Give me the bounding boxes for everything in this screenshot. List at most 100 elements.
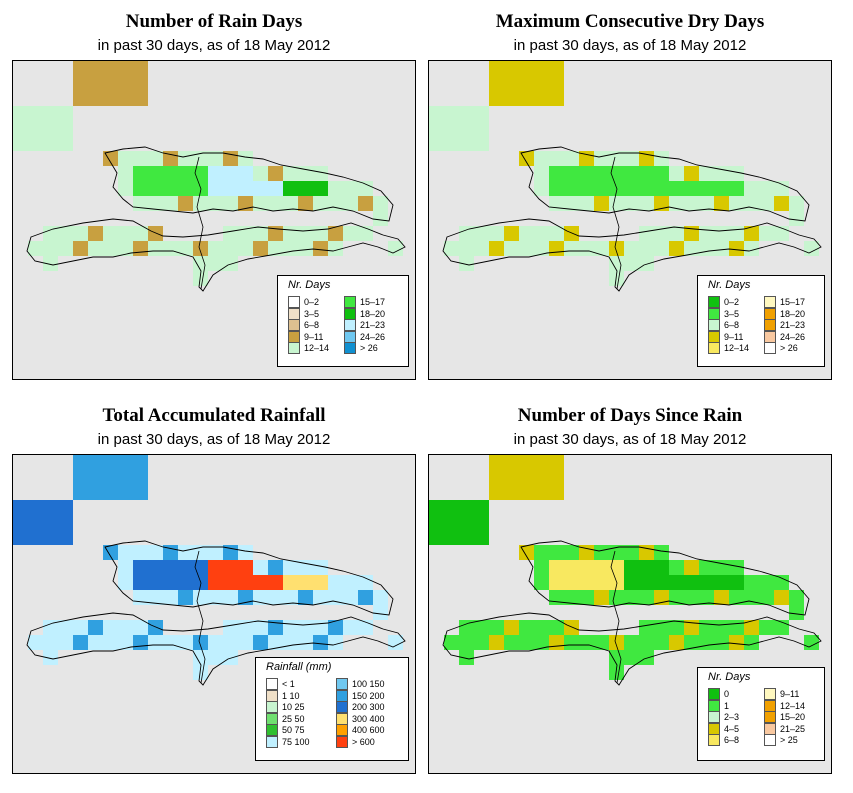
grid-cell bbox=[178, 166, 193, 181]
grid-cell bbox=[714, 575, 729, 590]
grid-cell bbox=[283, 560, 298, 575]
map-legend: Nr. Days 0–2 3–5 6–8 9–11 12–14 15–17 18–20 21–… bbox=[277, 275, 409, 367]
grid-cell bbox=[238, 545, 253, 560]
grid-cell bbox=[328, 635, 343, 650]
grid-cell bbox=[639, 650, 654, 665]
panel-title: Number of Rain Days bbox=[125, 11, 303, 32]
grid-cell bbox=[549, 196, 564, 211]
grid-cell bbox=[103, 620, 118, 635]
grid-cell bbox=[654, 635, 669, 650]
grid-cell bbox=[43, 226, 58, 241]
grid-cell bbox=[579, 181, 594, 196]
grid-cell bbox=[178, 545, 193, 560]
grid-cell bbox=[699, 620, 714, 635]
grid-cell bbox=[489, 91, 504, 106]
grid-cell bbox=[328, 620, 343, 635]
legend-item: < 1 bbox=[266, 678, 346, 690]
grid-cell bbox=[133, 226, 148, 241]
legend-label: 24–26 bbox=[780, 331, 806, 342]
grid-cell bbox=[133, 560, 148, 575]
grid-cell bbox=[133, 166, 148, 181]
legend-item: 12–14 bbox=[288, 342, 368, 354]
grid-cell bbox=[564, 620, 579, 635]
grid-cell bbox=[504, 620, 519, 635]
grid-cell bbox=[564, 151, 579, 166]
map-frame: Nr. Days 0–2 3–5 6–8 9–11 12–14 15–17 18–20 21–… bbox=[12, 60, 416, 380]
grid-cell bbox=[223, 575, 238, 590]
legend-label: 15–17 bbox=[360, 297, 386, 307]
legend-item: > 26 bbox=[344, 342, 415, 354]
grid-cell bbox=[549, 560, 564, 575]
legend-swatch bbox=[344, 319, 356, 331]
coastline bbox=[26, 612, 406, 686]
grid-cell bbox=[789, 605, 804, 620]
grid-cell bbox=[669, 620, 684, 635]
grid-cell bbox=[459, 121, 474, 136]
grid-cell bbox=[193, 635, 208, 650]
grid-cell bbox=[118, 241, 133, 256]
legend-swatch bbox=[266, 712, 278, 725]
grid-cell bbox=[313, 620, 328, 635]
grid-cell bbox=[178, 196, 193, 211]
grid-cell bbox=[163, 181, 178, 196]
grid-cell bbox=[639, 166, 654, 181]
grid-cell bbox=[343, 620, 358, 635]
legend-swatch bbox=[708, 688, 720, 700]
grid-cell bbox=[594, 575, 609, 590]
grid-cell bbox=[88, 91, 103, 106]
grid-cell bbox=[133, 91, 148, 106]
grid-cell bbox=[13, 500, 28, 515]
panel-subtitle: in past 30 days, as of 18 May 2012 bbox=[513, 431, 747, 448]
grid-cell bbox=[444, 500, 459, 515]
grid-cell bbox=[43, 256, 58, 271]
grid-cell bbox=[253, 635, 268, 650]
grid-cell bbox=[669, 196, 684, 211]
grid-cell bbox=[804, 635, 819, 650]
grid-cell bbox=[504, 76, 519, 91]
legend-item: > 26 bbox=[764, 342, 831, 354]
grid-cell bbox=[609, 635, 624, 650]
grid-cell bbox=[549, 166, 564, 181]
grid-cell bbox=[118, 455, 133, 470]
grid-cell bbox=[133, 181, 148, 196]
grid-cell bbox=[148, 560, 163, 575]
legend-swatch bbox=[708, 711, 720, 723]
grid-cell bbox=[534, 181, 549, 196]
grid-cell bbox=[474, 515, 489, 530]
grid-cell bbox=[328, 575, 343, 590]
grid-cell bbox=[118, 575, 133, 590]
legend-label: 9–11 bbox=[304, 331, 324, 342]
grid-cell bbox=[549, 635, 564, 650]
grid-cell bbox=[178, 560, 193, 575]
grid-cell bbox=[223, 241, 238, 256]
legend-swatch bbox=[288, 330, 300, 343]
legend-swatch bbox=[336, 689, 348, 702]
grid-cell bbox=[669, 241, 684, 256]
grid-cell bbox=[684, 635, 699, 650]
grid-cell bbox=[429, 530, 444, 545]
grid-cell bbox=[223, 256, 238, 271]
grid-cell bbox=[88, 241, 103, 256]
grid-cell bbox=[504, 635, 519, 650]
grid-cell bbox=[534, 560, 549, 575]
grid-cell bbox=[624, 151, 639, 166]
grid-cell bbox=[28, 530, 43, 545]
grid-cell bbox=[474, 241, 489, 256]
legend-label: 25 50 bbox=[282, 713, 305, 724]
grid-cell bbox=[253, 166, 268, 181]
grid-cell bbox=[549, 61, 564, 76]
coastline bbox=[104, 540, 394, 616]
grid-cell bbox=[358, 181, 373, 196]
grid-cell bbox=[208, 635, 223, 650]
grid-cell bbox=[459, 136, 474, 151]
grid-cell bbox=[283, 575, 298, 590]
legend-item: 25 50 bbox=[266, 712, 346, 725]
legend-label: 21–25 bbox=[780, 723, 806, 734]
grid-cell bbox=[283, 166, 298, 181]
grid-cell bbox=[133, 241, 148, 256]
grid-cell bbox=[504, 470, 519, 485]
coastline bbox=[442, 218, 822, 292]
grid-cell bbox=[133, 485, 148, 500]
grid-cell bbox=[489, 485, 504, 500]
grid-cell bbox=[103, 635, 118, 650]
